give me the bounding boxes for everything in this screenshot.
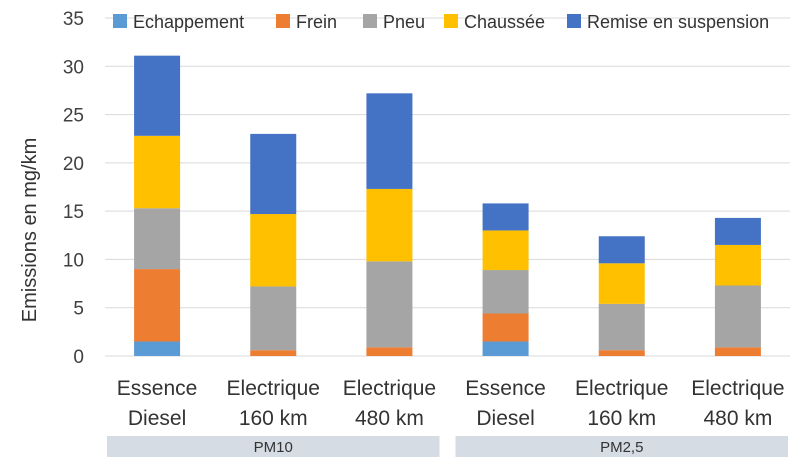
bar-segment <box>714 347 761 356</box>
bar-segment <box>482 203 529 231</box>
bar-segment <box>482 270 529 314</box>
bar-segment <box>598 263 645 304</box>
x-category-label: 160 km <box>587 407 656 430</box>
bar-segment <box>598 303 645 351</box>
y-tick-label: 0 <box>73 347 84 368</box>
y-tick-label: 10 <box>63 250 84 271</box>
x-category-label: Electrique <box>575 377 668 400</box>
bar-segment <box>482 313 529 342</box>
x-axis-group-bands: PM10 PM2,5 <box>107 436 788 457</box>
legend-label: Chaussée <box>464 12 545 32</box>
x-category-label: Electrique <box>691 377 784 400</box>
y-tick-label: 35 <box>63 9 84 30</box>
x-axis-category-labels: Essence Diesel Electrique 160 km Electrique 4… <box>117 377 785 430</box>
bar-segment <box>366 261 413 348</box>
y-axis-ticks: 0 5 10 15 20 25 30 35 <box>63 9 84 368</box>
y-tick-label: 15 <box>63 202 84 223</box>
x-category-label: 480 km <box>355 407 424 430</box>
x-category-label: Diesel <box>476 407 534 430</box>
legend-label: Frein <box>296 12 337 32</box>
bar-segment <box>134 269 181 342</box>
bar-segment <box>134 341 181 356</box>
gridlines <box>105 17 790 357</box>
group-label: PM2,5 <box>600 439 643 456</box>
bar-segment <box>134 135 181 209</box>
bar-segment <box>482 341 529 356</box>
legend-label: Echappement <box>133 12 244 32</box>
y-tick-label: 20 <box>63 154 84 175</box>
x-category-label: Diesel <box>128 407 186 430</box>
x-category-label: Electrique <box>227 377 320 400</box>
y-tick-label: 30 <box>63 57 84 78</box>
bar-segment <box>366 347 413 356</box>
legend: Echappement Frein Pneu Chaussée Remise en su… <box>113 12 769 32</box>
group-label: PM10 <box>254 439 293 456</box>
y-tick-label: 5 <box>73 299 84 320</box>
bar-segment <box>598 350 645 356</box>
group-band <box>107 436 440 457</box>
y-axis-title: Emissions en mg/km <box>19 138 41 323</box>
bar-segment <box>250 133 297 215</box>
x-category-label: Essence <box>117 377 198 400</box>
x-category-label: Essence <box>465 377 546 400</box>
bar-segment <box>250 214 297 287</box>
bar-segment <box>134 55 181 136</box>
bar-segment <box>714 285 761 348</box>
x-category-label: 480 km <box>703 407 772 430</box>
legend-swatch <box>567 14 581 28</box>
bars <box>134 55 761 356</box>
bar-segment <box>366 188 413 262</box>
legend-swatch <box>276 14 290 28</box>
legend-swatch <box>113 14 127 28</box>
bar-segment <box>482 230 529 271</box>
bar-segment <box>250 350 297 356</box>
legend-swatch <box>444 14 458 28</box>
group-band <box>455 436 788 457</box>
bar-segment <box>250 286 297 351</box>
legend-label: Remise en suspension <box>587 12 769 32</box>
legend-label: Pneu <box>383 12 425 32</box>
x-category-label: Electrique <box>343 377 436 400</box>
bar-segment <box>366 93 413 189</box>
x-category-label: 160 km <box>239 407 308 430</box>
bar-segment <box>598 236 645 264</box>
bar-segment <box>714 217 761 245</box>
bar-segment <box>134 208 181 270</box>
y-tick-label: 25 <box>63 106 84 127</box>
bar-segment <box>714 244 761 286</box>
legend-swatch <box>363 14 377 28</box>
